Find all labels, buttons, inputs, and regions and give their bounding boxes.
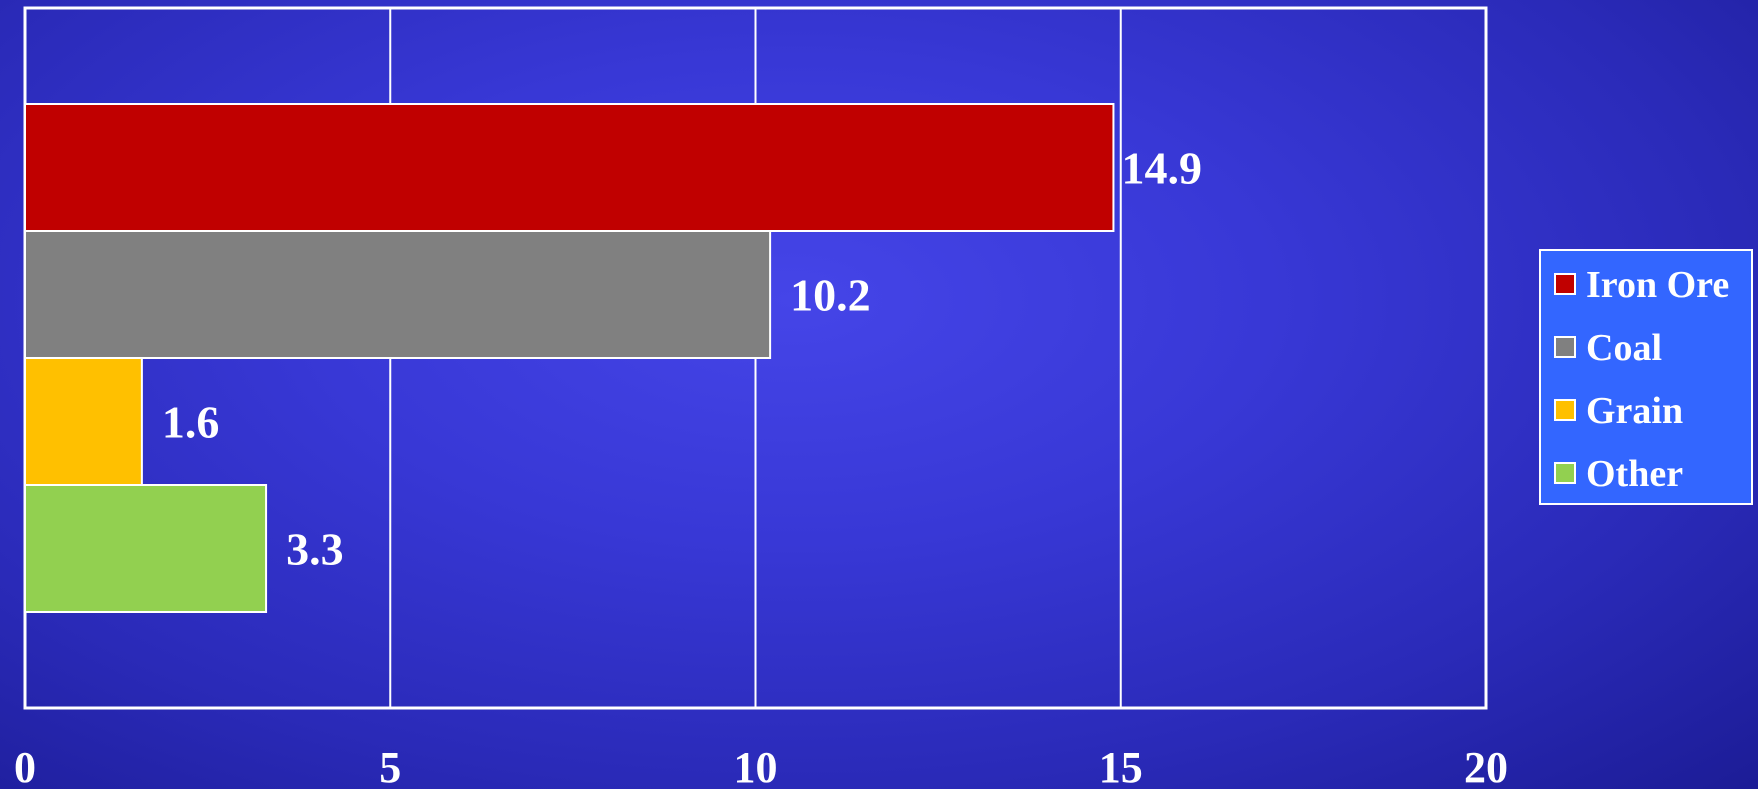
bar-coal [24,230,772,359]
x-tick-label-10: 10 [734,743,778,789]
legend-swatch-iron-ore [1554,273,1576,295]
legend-swatch-other [1554,462,1576,484]
x-axis-ticks: 0 5 10 15 20 [14,743,1508,789]
data-label-iron-ore: 14.9 [1121,143,1202,194]
data-label-grain: 1.6 [162,397,220,448]
x-tick-label-15: 15 [1099,743,1143,789]
legend-swatch-coal [1554,336,1576,358]
bar-iron-ore [24,103,1115,232]
legend-swatch-grain [1554,399,1576,421]
legend-label-iron-ore: Iron Ore [1586,264,1729,306]
legend: Iron Ore Coal Grain Other [1539,249,1753,505]
legend-label-coal: Coal [1586,327,1662,369]
bars [24,103,1115,613]
bar-grain [24,357,143,486]
data-labels: 14.9 10.2 1.6 3.3 [162,143,1202,575]
legend-label-other: Other [1586,453,1683,495]
data-label-coal: 10.2 [790,270,871,321]
legend-label-grain: Grain [1586,390,1683,432]
bar-other [24,484,268,613]
x-tick-label-0: 0 [14,743,36,789]
x-tick-label-20: 20 [1464,743,1508,789]
x-tick-label-5: 5 [379,743,401,789]
data-label-other: 3.3 [286,524,344,575]
